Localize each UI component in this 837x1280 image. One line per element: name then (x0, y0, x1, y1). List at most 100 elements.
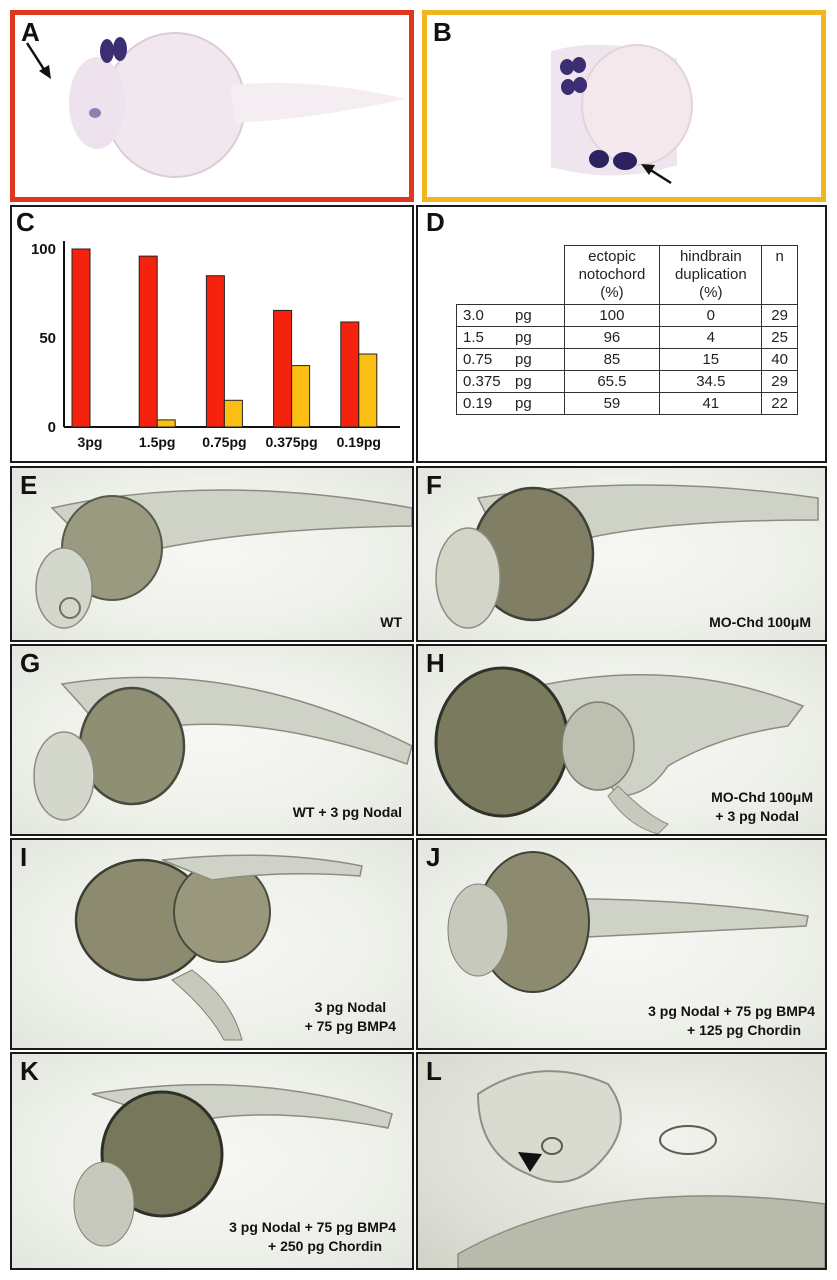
panel-caption: 3 pg Nodal + 75 pg BMP4 (305, 998, 396, 1036)
dose-unit: pg (515, 307, 532, 324)
table-row: 0.19 pg 59 41 22 (456, 392, 798, 415)
dose-unit: pg (515, 395, 532, 412)
ectopic-cell: 100 (563, 304, 661, 327)
panel-j: J 3 pg Nodal + 75 pg BMP4 + 125 pg Chord… (416, 838, 827, 1050)
caption-line: 3 pg Nodal + 75 pg BMP4 (648, 1003, 815, 1019)
caption-line: + 3 pg Nodal (715, 808, 799, 824)
table-row: 0.75 pg 85 15 40 (456, 348, 798, 371)
duplication-cell: 4 (659, 326, 763, 349)
duplication-cell: 0 (659, 304, 763, 327)
bar-chart: 100 50 0 3pg 1.5pg 0.75pg 0.375pg 0.19pg (31, 241, 400, 450)
dose-unit: pg (515, 373, 532, 390)
header-text: (%) (699, 284, 723, 301)
embryo-a-in-situ-image (25, 32, 405, 178)
arrowhead-icon (518, 1152, 542, 1172)
duplication-cell: 34.5 (659, 370, 763, 393)
caption-line: + 250 pg Chordin (268, 1238, 382, 1254)
x-tick-label: 0.375pg (266, 434, 318, 450)
bar (273, 309, 293, 428)
n-cell: 29 (761, 370, 798, 393)
table-row: 0.375 pg 65.5 34.5 29 (456, 370, 798, 393)
embryo-e-image (35, 489, 412, 629)
ectopic-cell: 85 (563, 348, 661, 371)
panel-i: I 3 pg Nodal + 75 pg BMP4 (10, 838, 414, 1050)
panel-l: L (416, 1052, 827, 1270)
header-hindbrain-duplication: hindbrain duplication (%) (659, 245, 763, 305)
panel-c-bar-chart: C 100 50 0 3pg 1.5pg 0.75pg 0.375pg 0.19pg (10, 205, 414, 463)
panel-letter: B (433, 17, 452, 47)
y-tick-label: 0 (48, 419, 56, 436)
caption-line: MO-Chd 100μM (711, 789, 813, 805)
embryo-f-image (435, 484, 819, 629)
dose-unit: pg (515, 351, 532, 368)
n-cell: 22 (761, 392, 798, 415)
panel-letter: I (20, 842, 28, 872)
panel-letter: K (20, 1056, 39, 1086)
ectopic-cell: 65.5 (563, 370, 661, 393)
panel-caption: WT (380, 614, 402, 630)
panel-letter: L (426, 1056, 442, 1086)
dose-cell: 3.0 pg (456, 304, 565, 327)
panel-a: A (10, 10, 414, 202)
header-n: n (761, 245, 798, 305)
dose-value: 0.19 (463, 395, 493, 412)
bar (138, 255, 158, 428)
header-text: (%) (600, 284, 624, 301)
bar (340, 321, 360, 428)
panel-h: H MO-Chd 100μM + 3 pg Nodal (416, 644, 827, 836)
header-text: notochord (578, 266, 646, 283)
panel-letter: E (20, 470, 38, 500)
panel-letter: F (426, 470, 442, 500)
x-tick-label: 0.75pg (202, 434, 246, 450)
dose-cell: 0.375 pg (456, 370, 565, 393)
panel-letter: J (426, 842, 441, 872)
x-tick-label: 3pg (78, 434, 103, 450)
arrow-icon (641, 164, 655, 175)
embryo-i-image (74, 854, 363, 1041)
panel-caption: 3 pg Nodal + 75 pg BMP4 + 250 pg Chordin (229, 1218, 396, 1256)
duplication-cell: 41 (659, 392, 763, 415)
panel-caption: WT + 3 pg Nodal (292, 804, 402, 820)
y-tick-label: 50 (39, 330, 56, 347)
dose-cell: 0.19 pg (456, 392, 565, 415)
embryo-g-image (33, 676, 412, 821)
dose-value: 3.0 (463, 307, 484, 324)
caption-line: 3 pg Nodal + 75 pg BMP4 (229, 1219, 396, 1235)
caption-line: + 75 pg BMP4 (304, 1018, 396, 1034)
embryo-k-image (73, 1083, 393, 1247)
panel-caption: MO-Chd 100μM + 3 pg Nodal (711, 788, 813, 826)
x-tick-label: 1.5pg (139, 434, 176, 450)
embryo-j-image (447, 851, 809, 993)
y-tick-label: 100 (31, 241, 56, 258)
ectopic-cell: 96 (563, 326, 661, 349)
bar (205, 275, 225, 428)
panel-caption: 3 pg Nodal + 75 pg BMP4 + 125 pg Chordin (648, 1002, 815, 1040)
ectopic-cell: 59 (563, 392, 661, 415)
dose-cell: 0.75 pg (456, 348, 565, 371)
panel-letter: C (16, 207, 35, 237)
arrow-icon (39, 65, 51, 79)
panel-g: G WT + 3 pg Nodal (10, 644, 414, 836)
x-tick-label: 0.19pg (337, 434, 381, 450)
bar (156, 419, 176, 428)
header-text: n (775, 248, 784, 265)
header-text: hindbrain (679, 248, 742, 265)
panel-letter: D (426, 207, 445, 237)
embryo-b-in-situ-image (551, 44, 693, 185)
n-cell: 25 (761, 326, 798, 349)
dose-unit: pg (515, 329, 532, 346)
panel-f: F MO-Chd 100μM (416, 466, 827, 642)
n-cell: 29 (761, 304, 798, 327)
embryo-l-closeup-image (457, 1070, 825, 1268)
bar (71, 248, 91, 428)
dose-value: 1.5 (463, 329, 484, 346)
header-ectopic-notochord: ectopic notochord (%) (563, 245, 661, 305)
header-text: ectopic (588, 248, 636, 265)
dose-cell: 1.5 pg (456, 326, 565, 349)
panel-letter: G (20, 648, 41, 678)
table-row: 3.0 pg 100 0 29 (456, 304, 798, 327)
panel-d-table: D ectopic notochord (%) hindbrain duplic… (416, 205, 827, 463)
bar (291, 365, 311, 428)
panel-k: K 3 pg Nodal + 75 pg BMP4 + 250 pg Chord… (10, 1052, 414, 1270)
panel-letter: H (426, 648, 445, 678)
